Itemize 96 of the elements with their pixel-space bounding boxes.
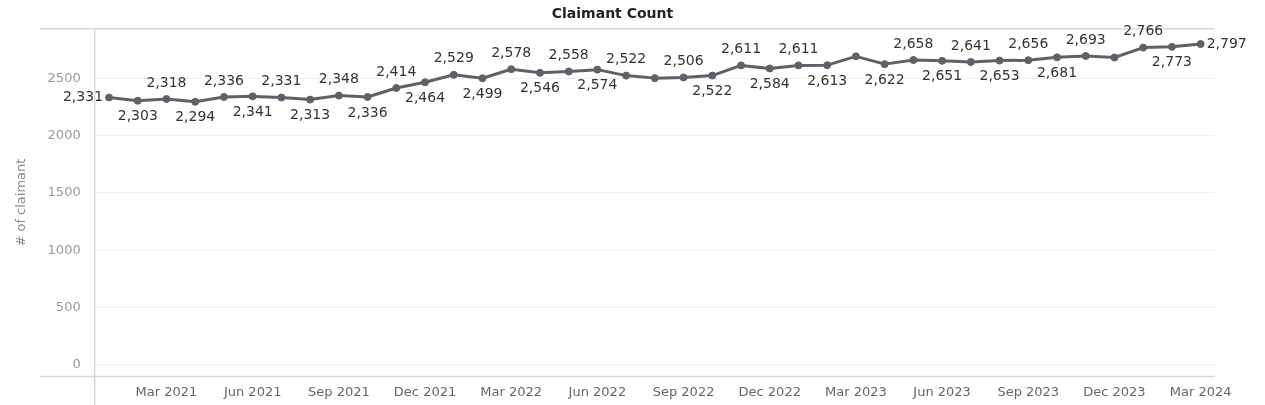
y-tick-label: 500 bbox=[55, 298, 81, 314]
data-label: 2,313 bbox=[290, 106, 331, 123]
point bbox=[650, 74, 659, 83]
x-tick-label: Mar 2023 bbox=[825, 383, 887, 399]
point bbox=[1196, 40, 1205, 49]
x-tick-label: Dec 2022 bbox=[738, 383, 801, 399]
data-label: 2,318 bbox=[146, 73, 187, 90]
data-label: 2,797 bbox=[1206, 34, 1247, 51]
data-label: 2,578 bbox=[491, 43, 532, 60]
y-tick-label: 1500 bbox=[47, 184, 81, 200]
data-label: 2,658 bbox=[893, 34, 934, 51]
point bbox=[823, 61, 832, 70]
point bbox=[995, 56, 1004, 65]
data-label: 2,574 bbox=[577, 76, 618, 93]
point bbox=[1053, 53, 1062, 62]
point bbox=[1139, 43, 1148, 52]
data-label: 2,558 bbox=[548, 46, 589, 63]
point bbox=[1024, 56, 1033, 65]
data-label: 2,622 bbox=[864, 70, 905, 87]
data-label: 2,331 bbox=[62, 88, 104, 105]
x-tick-label: Jun 2021 bbox=[222, 383, 282, 399]
data-label: 2,529 bbox=[433, 49, 474, 66]
data-label: 2,611 bbox=[778, 40, 819, 57]
x-tick-label: Sep 2023 bbox=[997, 383, 1060, 399]
point bbox=[880, 60, 889, 69]
point bbox=[765, 64, 774, 73]
data-label: 2,522 bbox=[606, 50, 647, 67]
data-label: 2,546 bbox=[519, 79, 561, 96]
point bbox=[334, 91, 343, 100]
y-tick-label: 2000 bbox=[47, 126, 81, 142]
point bbox=[966, 57, 975, 66]
data-label: 2,464 bbox=[404, 88, 446, 105]
data-label: 2,693 bbox=[1065, 30, 1106, 47]
point bbox=[277, 93, 286, 102]
data-label: 2,766 bbox=[1123, 22, 1164, 39]
point bbox=[851, 52, 860, 61]
y-tick-label: 2500 bbox=[47, 69, 81, 85]
data-label: 2,653 bbox=[979, 67, 1020, 84]
data-label: 2,341 bbox=[232, 103, 273, 120]
data-label: 2,303 bbox=[117, 107, 158, 124]
y-tick-label: 0 bbox=[72, 356, 81, 372]
point bbox=[535, 68, 544, 77]
y-tick-label: 1000 bbox=[47, 241, 81, 257]
point bbox=[363, 92, 372, 101]
point bbox=[909, 56, 918, 64]
point bbox=[392, 84, 401, 92]
point bbox=[679, 73, 688, 82]
point bbox=[1081, 51, 1090, 60]
data-label: 2,641 bbox=[950, 36, 991, 53]
data-label: 2,331 bbox=[261, 72, 302, 89]
data-label: 2,611 bbox=[720, 40, 762, 57]
data-label: 2,336 bbox=[347, 103, 388, 120]
data-label: 2,584 bbox=[749, 75, 790, 92]
point bbox=[507, 65, 516, 74]
data-label: 2,294 bbox=[175, 108, 216, 125]
x-tick-label: Jun 2023 bbox=[912, 383, 971, 399]
point bbox=[449, 70, 458, 79]
x-tick-label: Sep 2021 bbox=[308, 383, 370, 399]
point bbox=[794, 61, 803, 70]
data-label: 2,499 bbox=[462, 84, 503, 101]
data-label: 2,522 bbox=[692, 82, 733, 99]
data-label: 2,613 bbox=[807, 71, 848, 88]
point bbox=[105, 93, 114, 102]
point bbox=[219, 92, 228, 101]
point bbox=[421, 78, 430, 87]
data-label: 2,773 bbox=[1151, 53, 1192, 70]
data-label: 2,681 bbox=[1036, 64, 1078, 81]
point bbox=[938, 56, 947, 65]
x-tick-label: Sep 2022 bbox=[652, 383, 715, 399]
x-tick-label: Mar 2024 bbox=[1169, 383, 1232, 399]
point bbox=[478, 74, 487, 83]
data-label: 2,656 bbox=[1008, 34, 1049, 51]
point bbox=[248, 92, 257, 101]
x-tick-label: Dec 2021 bbox=[393, 383, 457, 399]
x-tick-label: Dec 2023 bbox=[1083, 383, 1146, 399]
data-label: 2,336 bbox=[203, 71, 245, 88]
data-label: 2,506 bbox=[663, 52, 704, 69]
x-tick-label: Jun 2022 bbox=[567, 383, 627, 399]
point bbox=[162, 95, 171, 104]
point bbox=[622, 71, 631, 80]
point bbox=[564, 67, 573, 76]
chart-title: Claimant Count bbox=[551, 5, 674, 22]
point bbox=[191, 97, 200, 106]
x-tick-label: Mar 2022 bbox=[480, 383, 543, 399]
point bbox=[306, 95, 315, 104]
y-axis-title: # of claimant bbox=[13, 158, 29, 247]
data-label: 2,651 bbox=[922, 67, 963, 84]
point bbox=[708, 71, 717, 80]
point bbox=[1167, 42, 1176, 51]
data-label: 2,348 bbox=[318, 70, 359, 87]
point bbox=[737, 61, 746, 70]
point bbox=[1110, 53, 1119, 62]
data-label: 2,414 bbox=[376, 62, 417, 79]
point bbox=[593, 65, 602, 74]
point bbox=[133, 96, 142, 105]
x-tick-label: Mar 2021 bbox=[135, 383, 198, 399]
